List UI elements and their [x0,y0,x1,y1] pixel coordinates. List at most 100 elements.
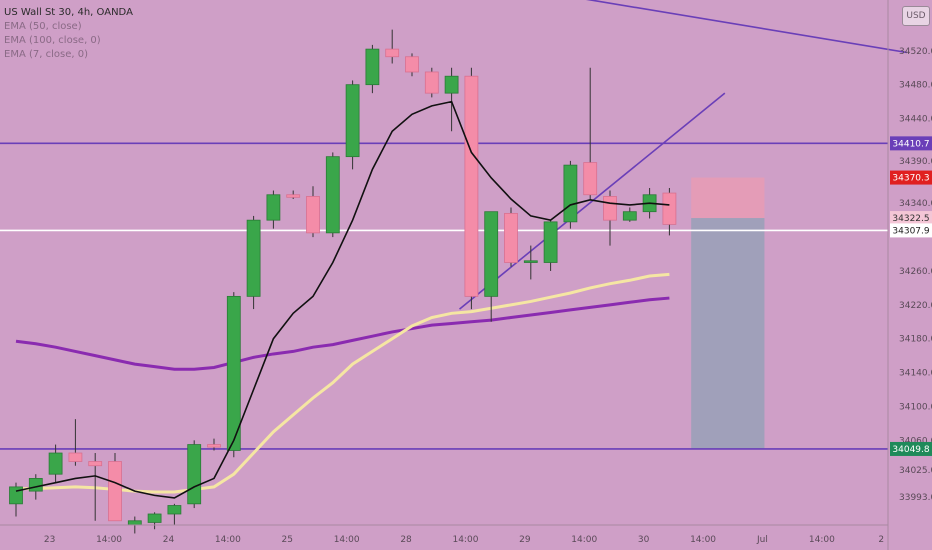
bullish-candle-body [622,211,637,221]
candle [246,215,261,310]
candle [187,440,202,509]
candle [543,220,558,271]
bearish-candle-body [306,196,320,234]
candle [167,503,182,525]
legend-symbol: US Wall St 30, 4h, OANDA [4,7,133,18]
price-tag-0-label: 34370.3 [892,174,929,184]
time-tick-label: 2 [878,535,884,545]
time-tick-label: 14:00 [690,535,716,545]
price-tick-label: 34440.0 [899,115,932,125]
bullish-candle-body [28,478,43,492]
trendline-0 [585,0,908,54]
legend-ema7: EMA (7, close, 0) [4,49,88,60]
price-tick-label: 34390.0 [899,157,932,167]
price-tag-1-box [890,211,932,226]
price-tick-label: 34025.0 [899,466,932,476]
price-tick-label: 34060.0 [899,436,932,446]
bullish-candle-body [325,156,340,234]
candle [108,453,122,522]
stop-loss-zone [691,177,765,219]
chart-legend: US Wall St 30, 4h, OANDA EMA (50, close)… [4,6,133,62]
time-tick-label: 14:00 [334,535,360,545]
price-tick-label: 34180.0 [899,335,932,345]
time-tick-label: 23 [44,535,55,545]
resistance-price-tag-box [890,136,932,151]
support-price-tag-label: 34049.8 [892,445,929,455]
candle [286,190,301,199]
support-price-tag-box [890,441,932,456]
price-tick-label: 34100.0 [899,402,932,412]
candle [444,67,459,132]
ema50-line [16,272,670,494]
take-profit-zone [691,218,765,449]
candle [424,67,439,98]
bullish-candle-body [345,84,360,158]
bullish-candle-body [147,513,162,523]
price-tick-label: 34220.0 [899,301,932,311]
candle [563,160,578,229]
current-price-tag-label: 34307.9 [892,226,929,236]
candle [325,152,340,238]
time-tick-label: 25 [282,535,293,545]
bearish-candle-body [88,461,103,467]
price-tick-label: 33993.0 [899,493,932,503]
candle [88,453,103,521]
time-tick-label: 30 [638,535,650,545]
candle [385,29,400,64]
candle [523,245,538,280]
candle [147,512,162,530]
bearish-candle-body [68,452,83,462]
bearish-candle-body [583,162,598,196]
bullish-candle-body [484,211,499,297]
bearish-candle-body [603,196,617,221]
bearish-candle-body [385,48,400,58]
ema7-line [15,100,670,499]
bullish-candle-body [543,221,558,263]
candle [405,53,419,77]
bullish-candle-body [444,75,459,94]
candle [365,44,380,94]
candle [306,186,320,238]
bearish-candle-body [405,56,419,73]
price-tick-label: 34140.0 [899,369,932,379]
candle [48,444,63,483]
price-tick-label: 34520.0 [899,47,932,57]
candle [622,207,637,222]
bullish-candle-body [563,164,578,223]
bullish-candle-body [365,48,380,86]
bearish-candle-body [662,192,677,225]
current-price-tag: 34307.9 [890,223,932,238]
price-tick-label: 34260.0 [899,267,932,277]
time-tick-label: 14:00 [96,535,122,545]
trendline-1 [459,92,726,310]
currency-button[interactable]: USD [902,6,930,26]
resistance-price-tag: 34410.7 [890,136,932,151]
candle [662,187,677,236]
time-tick-label: 28 [400,535,412,545]
legend-ema100: EMA (100, close, 0) [4,35,101,46]
candle [68,419,83,466]
support-price-tag: 34049.8 [890,441,932,456]
price-tag-1-label: 34322.5 [892,214,929,224]
time-tick-label: Jul [756,535,768,545]
bearish-candle-body [207,444,221,448]
bullish-candle-body [187,444,202,505]
candle [504,207,518,267]
bullish-candle-body [246,219,261,297]
bullish-candle-body [167,505,182,515]
current-price-tag-box [890,223,932,238]
price-tick-label: 34340.0 [899,199,932,209]
bearish-candle-body [286,194,301,198]
bearish-candle-body [464,75,479,297]
price-tag-0-box [890,170,932,185]
candle [226,292,241,458]
time-tick-label: 24 [163,535,175,545]
time-tick-label: 14:00 [215,535,241,545]
price-tag-0: 34370.3 [890,170,932,185]
candle [207,438,221,451]
bullish-candle-body [226,295,241,451]
candle [266,190,281,229]
time-tick-label: 14:00 [452,535,478,545]
